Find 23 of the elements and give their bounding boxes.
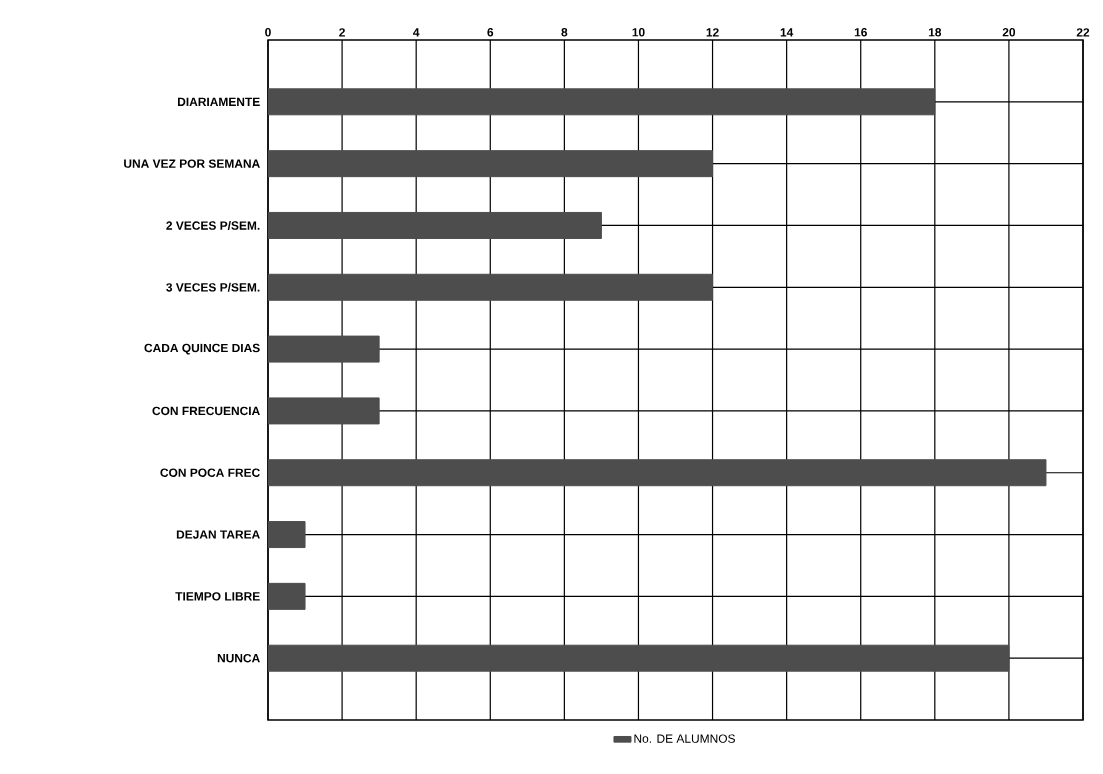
x-tick-label: 20 xyxy=(1002,28,1016,37)
x-tick-label: 10 xyxy=(632,28,645,37)
x-tick-label: 2 xyxy=(339,28,345,37)
y-tick-label: CON POCA FREC xyxy=(160,468,260,477)
y-tick-label: CON FRECUENCIA xyxy=(152,406,260,416)
y-tick-label: UNA VEZ POR SEMANA xyxy=(124,159,260,168)
x-tick-label: 14 xyxy=(780,28,794,37)
y-tick-label: 2 VECES P/SEM. xyxy=(166,221,260,230)
y-tick-label: 3 VECES P/SEM. xyxy=(166,282,260,292)
y-tick-label: DIARIAMENTE xyxy=(178,97,260,106)
x-tick-label: 18 xyxy=(928,28,942,37)
x-tick-label: 12 xyxy=(706,28,719,37)
x-tick-label: 16 xyxy=(854,28,867,37)
x-tick-label: 6 xyxy=(487,28,494,37)
legend-label: No. DE ALUMNOS xyxy=(634,734,735,743)
x-tick-label: 4 xyxy=(413,28,420,37)
x-tick-label: 0 xyxy=(265,28,271,37)
y-tick-label: TIEMPO LIBRE xyxy=(175,592,260,601)
x-tick-label: 22 xyxy=(1076,28,1090,37)
y-tick-label: CADA QUINCE DIAS xyxy=(144,343,260,355)
y-tick-label: DEJAN TAREA xyxy=(176,530,260,539)
y-tick-label: NUNCA xyxy=(217,653,260,663)
x-tick-label: 8 xyxy=(561,28,568,37)
